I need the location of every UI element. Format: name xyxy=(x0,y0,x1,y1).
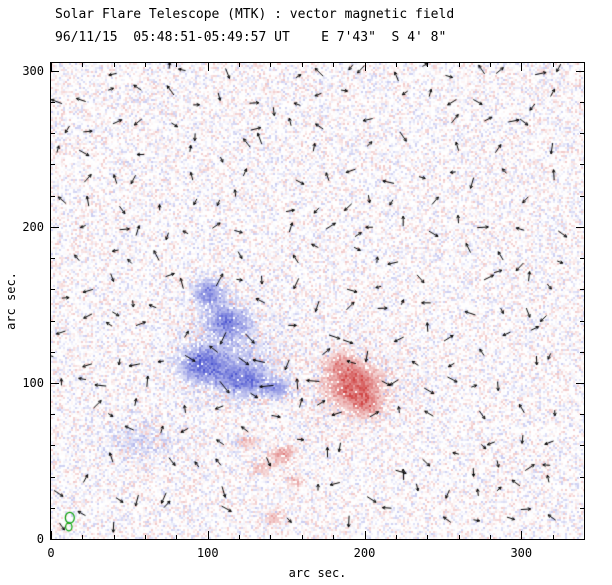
y-minor-tick xyxy=(51,414,55,415)
x-minor-tick xyxy=(302,535,303,539)
x-minor-tick xyxy=(427,535,428,539)
y-major-tick xyxy=(51,71,59,72)
y-major-tick xyxy=(576,227,584,228)
y-minor-tick xyxy=(580,102,584,103)
x-minor-tick xyxy=(553,535,554,539)
plot-area xyxy=(50,62,585,540)
y-minor-tick xyxy=(580,258,584,259)
x-minor-tick xyxy=(333,63,334,67)
x-minor-tick xyxy=(145,63,146,67)
y-minor-tick xyxy=(580,196,584,197)
x-tick-label: 0 xyxy=(47,546,55,560)
y-minor-tick xyxy=(51,102,55,103)
y-minor-tick xyxy=(51,445,55,446)
x-major-tick xyxy=(521,63,522,71)
y-minor-tick xyxy=(580,133,584,134)
x-major-tick xyxy=(208,531,209,539)
x-major-tick xyxy=(51,531,52,539)
x-axis-label: arc sec. xyxy=(288,566,347,580)
y-tick-label: 300 xyxy=(22,63,44,78)
y-major-tick xyxy=(576,539,584,540)
x-minor-tick xyxy=(239,535,240,539)
y-minor-tick xyxy=(51,258,55,259)
y-tick-label: 100 xyxy=(22,375,44,390)
x-tick-label: 100 xyxy=(196,546,219,560)
y-tick-label: 200 xyxy=(22,219,44,234)
x-tick-label: 200 xyxy=(353,546,376,560)
x-minor-tick xyxy=(490,63,491,67)
y-minor-tick xyxy=(51,289,55,290)
x-minor-tick xyxy=(114,535,115,539)
y-minor-tick xyxy=(580,321,584,322)
x-minor-tick xyxy=(176,63,177,67)
x-minor-tick xyxy=(145,535,146,539)
x-minor-tick xyxy=(396,535,397,539)
y-minor-tick xyxy=(580,477,584,478)
x-minor-tick xyxy=(396,63,397,67)
x-minor-tick xyxy=(270,535,271,539)
x-minor-tick xyxy=(584,63,585,67)
y-minor-tick xyxy=(51,321,55,322)
y-minor-tick xyxy=(580,289,584,290)
x-minor-tick xyxy=(82,535,83,539)
x-minor-tick xyxy=(490,535,491,539)
y-major-tick xyxy=(51,227,59,228)
x-minor-tick xyxy=(459,535,460,539)
y-tick-label: 0 xyxy=(36,532,44,546)
y-minor-tick xyxy=(51,477,55,478)
x-minor-tick xyxy=(584,535,585,539)
x-major-tick xyxy=(365,531,366,539)
y-minor-tick xyxy=(580,508,584,509)
x-minor-tick xyxy=(239,63,240,67)
y-major-tick xyxy=(576,383,584,384)
page-title: Solar Flare Telescope (MTK) : vector mag… xyxy=(55,7,455,22)
y-major-tick xyxy=(51,383,59,384)
x-minor-tick xyxy=(553,63,554,67)
x-tick-label: 300 xyxy=(510,546,533,560)
y-minor-tick xyxy=(51,133,55,134)
magnetogram-canvas xyxy=(51,63,584,539)
x-minor-tick xyxy=(333,535,334,539)
y-axis-label: arc sec. xyxy=(4,272,18,330)
y-minor-tick xyxy=(580,164,584,165)
y-minor-tick xyxy=(51,508,55,509)
x-major-tick xyxy=(51,63,52,71)
y-major-tick xyxy=(576,71,584,72)
y-minor-tick xyxy=(580,352,584,353)
x-major-tick xyxy=(208,63,209,71)
y-minor-tick xyxy=(580,445,584,446)
x-major-tick xyxy=(521,531,522,539)
x-minor-tick xyxy=(427,63,428,67)
y-major-tick xyxy=(51,539,59,540)
x-minor-tick xyxy=(459,63,460,67)
y-minor-tick xyxy=(580,414,584,415)
x-minor-tick xyxy=(302,63,303,67)
y-minor-tick xyxy=(51,352,55,353)
x-minor-tick xyxy=(82,63,83,67)
y-minor-tick xyxy=(51,196,55,197)
x-minor-tick xyxy=(114,63,115,67)
x-minor-tick xyxy=(176,535,177,539)
x-major-tick xyxy=(365,63,366,71)
y-minor-tick xyxy=(51,164,55,165)
x-minor-tick xyxy=(270,63,271,67)
observation-subtitle: 96/11/15 05:48:51-05:49:57 UT E 7'43" S … xyxy=(55,30,447,45)
